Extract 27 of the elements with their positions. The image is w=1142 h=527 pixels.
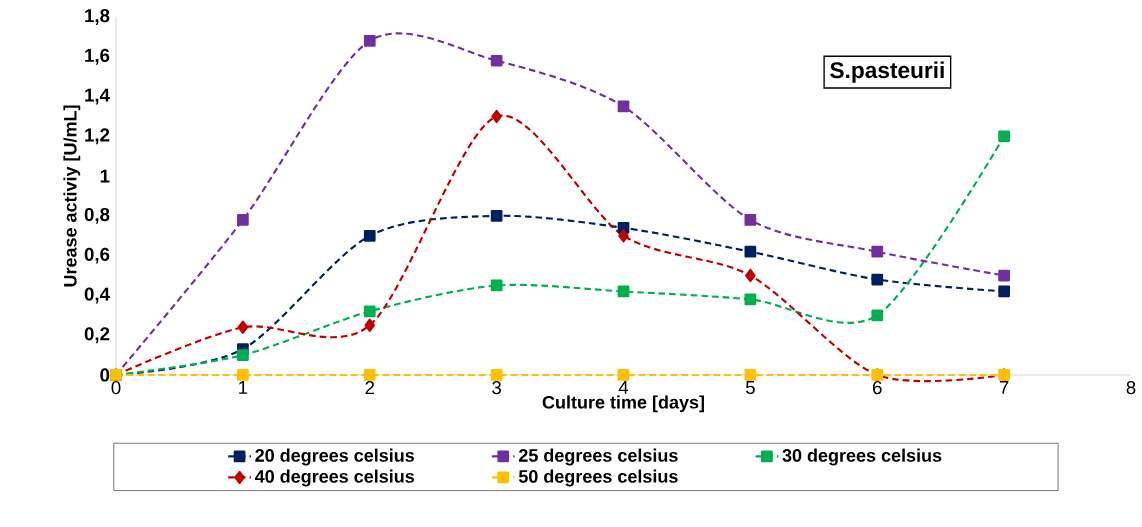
y-tick-label: 0,6: [84, 247, 110, 264]
legend-label: 20 degrees celsius: [255, 448, 415, 466]
x-tick-label: 1: [239, 381, 248, 394]
y-tick-label: 0,8: [84, 207, 110, 224]
y-axis-title: Urease activiy [U/mL]: [63, 105, 81, 287]
legend-label: 30 degrees celsius: [782, 448, 942, 466]
x-tick-label: 5: [745, 381, 755, 395]
x-axis-title: Culture time [days]: [542, 395, 704, 413]
x-tick-label: 2: [365, 381, 375, 395]
x-tick-label: 4: [618, 381, 629, 394]
x-tick-label: 7: [999, 381, 1009, 394]
legend-label: 25 degrees celsius: [518, 448, 678, 466]
y-tick-label: 1,8: [85, 9, 110, 25]
y-tick-label: 1,4: [85, 88, 110, 105]
x-tick-label: 0: [111, 381, 121, 395]
legend-label: 50 degrees celsius: [518, 469, 678, 487]
y-tick-label: 0: [100, 368, 110, 382]
y-tick-label: 1,6: [85, 48, 110, 65]
text: S.pasteurii: [830, 61, 944, 83]
legend-label: 40 degrees celsius: [254, 469, 415, 487]
x-tick-label: 3: [492, 381, 501, 395]
y-tick-label: 1: [100, 169, 110, 183]
y-tick-label: 1,2: [85, 128, 110, 145]
y-tick-label: 0,4: [84, 287, 110, 304]
x-tick-label: 8: [1126, 381, 1136, 395]
y-tick-label: 0,2: [84, 327, 110, 344]
x-tick-label: 6: [873, 381, 882, 395]
